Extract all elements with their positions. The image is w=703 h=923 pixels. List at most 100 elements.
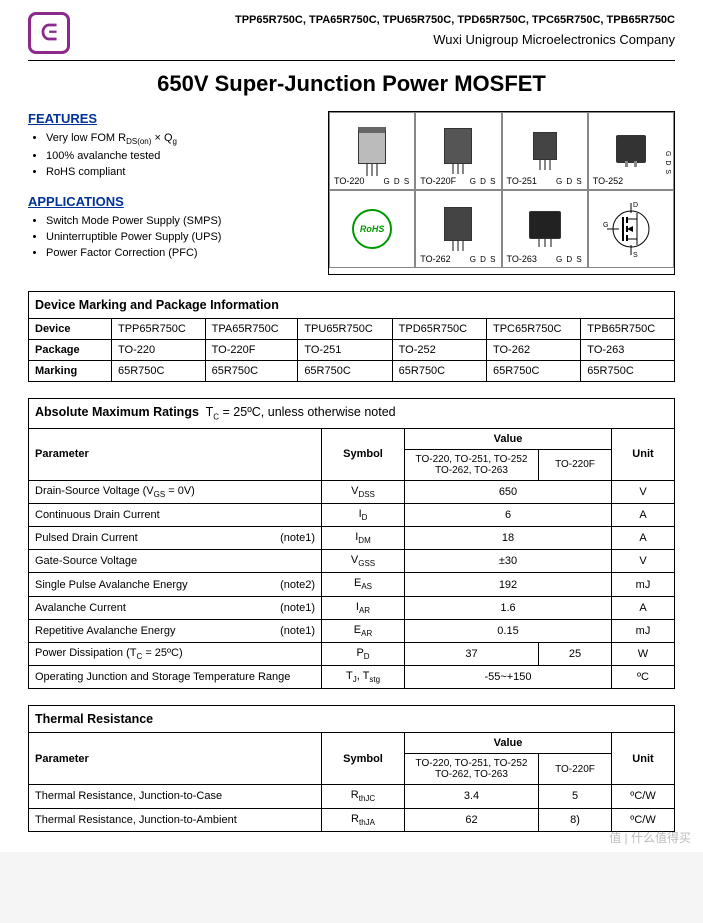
cell: TPD65R750C [392,319,486,340]
pkg-label: TO-251 [507,176,537,186]
unit-cell: V [612,550,675,573]
cell: 65R750C [112,361,206,382]
application-item: Power Factor Correction (PFC) [46,247,318,259]
value-cell: -55~+150 [405,666,612,689]
param-cell: Drain-Source Voltage (VGS = 0V) [29,480,322,503]
unit-cell: ºC [612,666,675,689]
row-label: Package [29,340,112,361]
table-title: Thermal Resistance [29,706,675,733]
col-subheader: TO-220, TO-251, TO-252TO-262, TO-263 [405,754,539,785]
mosfet-symbol-icon: D G S [601,199,661,259]
row-label: Marking [29,361,112,382]
cell: TO-262 [486,340,580,361]
table-row: Device TPP65R750C TPA65R750C TPU65R750C … [29,319,675,340]
part-numbers: TPP65R750C, TPA65R750C, TPU65R750C, TPD6… [80,14,675,26]
col-header: Value [405,733,612,754]
value-cell: 8) [539,808,612,831]
value-cell: 62 [405,808,539,831]
table-title: Absolute Maximum Ratings TC = 25ºC, unle… [29,399,675,429]
table-row: Power Dissipation (TC = 25ºC)PD3725W [29,643,675,666]
pkg-rohs: RoHS [329,190,415,268]
table-row: Gate-Source VoltageVGSS±30V [29,550,675,573]
param-cell: Thermal Resistance, Junction-to-Case [29,785,322,808]
cell: TPP65R750C [112,319,206,340]
table-row: Single Pulse Avalanche Energy(note2)EAS1… [29,573,675,596]
pkg-label: TO-220F [420,176,456,186]
cell: 65R750C [392,361,486,382]
pkg-pins: G D S [556,177,583,186]
value-cell: 0.15 [405,619,612,642]
cell: TO-252 [392,340,486,361]
pkg-pins: G D S [664,151,671,175]
package-icon [444,207,472,241]
value-cell: 3.4 [405,785,539,808]
value-cell: ±30 [405,550,612,573]
header-row: Parameter Symbol Value Unit [29,428,675,449]
page-title: 650V Super-Junction Power MOSFET [28,71,675,97]
param-cell: Single Pulse Avalanche Energy(note2) [29,573,322,596]
symbol-cell: IAR [322,596,405,619]
pkg-label: TO-220 [334,176,364,186]
pkg-to263: TO-263 G D S [502,190,588,268]
pkg-label: TO-252 [593,176,623,186]
cell: TO-220F [205,340,298,361]
cell: 65R750C [298,361,392,382]
table-row: Thermal Resistance, Junction-to-CaseRthJ… [29,785,675,808]
col-header: Value [405,428,612,449]
cell: TPC65R750C [486,319,580,340]
table-row: Thermal Resistance, Junction-to-AmbientR… [29,808,675,831]
package-icon [529,211,561,239]
pkg-to252: TO-252 G D S [588,112,674,190]
feature-item: Very low FOM RDS(on) × Qg [46,132,318,146]
unit-cell: mJ [612,619,675,642]
pkg-label: TO-262 [420,254,450,264]
cell: TPA65R750C [205,319,298,340]
rohs-icon: RoHS [352,209,392,249]
symbol-cell: VGSS [322,550,405,573]
table-title: Device Marking and Package Information [29,292,675,319]
pkg-to220f: TO-220F G D S [415,112,501,190]
pkg-pins: G D S [556,255,583,264]
symbol-cell: RthJA [322,808,405,831]
header: ᕮ TPP65R750C, TPA65R750C, TPU65R750C, TP… [28,12,675,54]
pkg-label: TO-263 [507,254,537,264]
table-row: Drain-Source Voltage (VGS = 0V)VDSS650V [29,480,675,503]
cell: TO-263 [581,340,675,361]
value-cell: 5 [539,785,612,808]
value-cell: 1.6 [405,596,612,619]
package-icon [616,135,646,163]
package-icon [533,132,557,160]
thermal-table: Thermal Resistance Parameter Symbol Valu… [28,705,675,831]
param-cell: Thermal Resistance, Junction-to-Ambient [29,808,322,831]
symbol-cell: EAR [322,619,405,642]
param-cell: Gate-Source Voltage [29,550,322,573]
value-cell: 192 [405,573,612,596]
symbol-cell: PD [322,643,405,666]
company-logo: ᕮ [28,12,70,54]
table-row: Avalanche Current(note1)IAR1.6A [29,596,675,619]
unit-cell: W [612,643,675,666]
symbol-cell: TJ, Tstg [322,666,405,689]
watermark: 值 | 什么值得买 [609,829,691,846]
col-subheader: TO-220F [539,449,612,480]
left-column: FEATURES Very low FOM RDS(on) × Qg 100% … [28,111,328,275]
pkg-pins: G D S [383,177,410,186]
cell: TO-251 [298,340,392,361]
symbol-cell: IDM [322,527,405,550]
cell: 65R750C [486,361,580,382]
pkg-pins: G D S [470,177,497,186]
table-row: Continuous Drain CurrentID6A [29,503,675,526]
symbol-cell: VDSS [322,480,405,503]
application-item: Switch Mode Power Supply (SMPS) [46,215,318,227]
pkg-symbol: D G S [588,190,674,268]
abs-max-table: Absolute Maximum Ratings TC = 25ºC, unle… [28,398,675,689]
package-grid: TO-220 G D S TO-220F G D S TO-251 G D S … [328,111,675,275]
pkg-to251: TO-251 G D S [502,112,588,190]
symbol-cell: RthJC [322,785,405,808]
unit-cell: ºC/W [612,785,675,808]
value-cell: 25 [539,643,612,666]
pkg-to220: TO-220 G D S [329,112,415,190]
col-header: Unit [612,733,675,785]
unit-cell: mJ [612,573,675,596]
unit-cell: A [612,527,675,550]
